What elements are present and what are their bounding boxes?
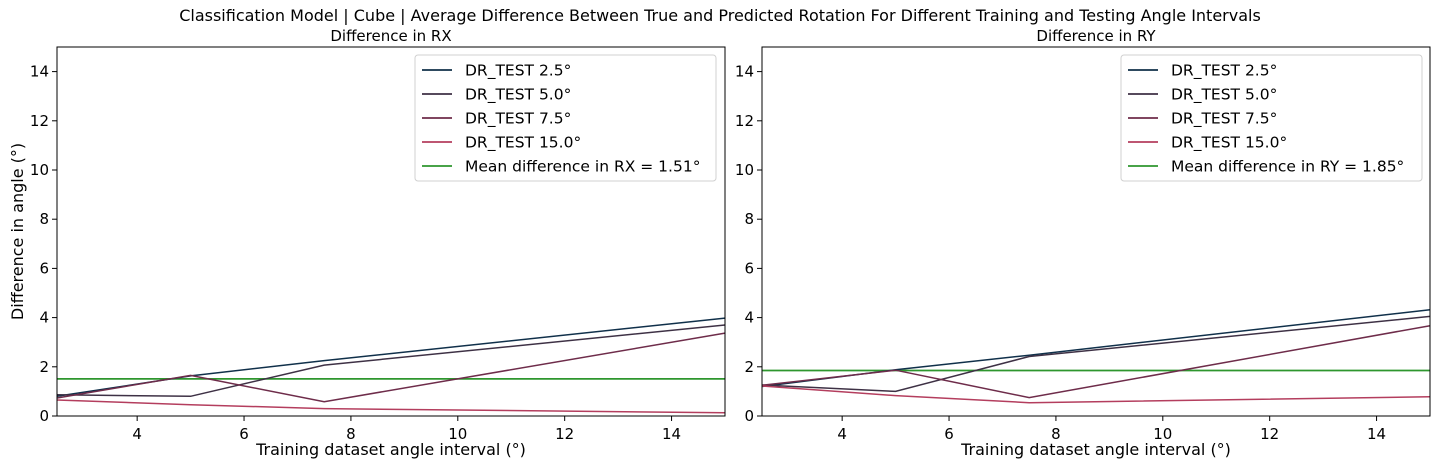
legend-box xyxy=(1120,54,1423,182)
series-line-4 xyxy=(56,399,726,414)
series-line-1 xyxy=(56,317,726,398)
y-tick-label: 8 xyxy=(744,210,754,228)
legend: DR_TEST 2.5° DR_TEST 5.0° DR_TEST 7.5° DR_T… xyxy=(1120,54,1423,182)
y-tick-label: 6 xyxy=(744,259,754,277)
legend: DR_TEST 2.5° DR_TEST 5.0° DR_TEST 7.5° DR_T… xyxy=(414,54,717,182)
legend-label-5: Mean difference in RX = 1.51° xyxy=(465,158,700,176)
chart-title: Difference in RX xyxy=(330,27,451,45)
x-tick-label: 6 xyxy=(944,425,954,443)
legend-label-1: DR_TEST 2.5° xyxy=(1171,62,1277,81)
series-line-4 xyxy=(761,385,1431,404)
legend-box xyxy=(414,54,717,182)
y-tick-label: 10 xyxy=(30,161,49,179)
series-line-3 xyxy=(761,324,1431,399)
legend-label-3: DR_TEST 7.5° xyxy=(465,110,571,129)
y-tick-label: 4 xyxy=(39,309,49,327)
series-line-2 xyxy=(56,324,726,398)
axes-frame xyxy=(761,46,1431,417)
legend-label-4: DR_TEST 15.0° xyxy=(1171,134,1287,153)
series-line-1 xyxy=(761,308,1431,388)
chart-panel-rx: Difference in RX 4 6 8 10 12 14 0 2 4 6 8 10 12 14 Trai… xyxy=(8,27,726,459)
y-tick-label: 0 xyxy=(744,407,754,425)
x-tick-label: 14 xyxy=(662,425,681,443)
x-tick-label: 8 xyxy=(1051,425,1061,443)
y-tick-label: 14 xyxy=(735,63,754,81)
x-tick-label: 4 xyxy=(132,425,142,443)
y-axis-label: Difference in angle (°) xyxy=(8,143,27,320)
series-line-3 xyxy=(56,332,726,403)
x-tick-label: 8 xyxy=(346,425,356,443)
legend-label-1: DR_TEST 2.5° xyxy=(465,62,571,81)
y-tick-label: 4 xyxy=(744,309,754,327)
x-axis-label: Training dataset angle interval (°) xyxy=(960,440,1231,459)
series-line-2 xyxy=(761,315,1431,393)
y-tick-label: 2 xyxy=(39,358,49,376)
x-tick-label: 10 xyxy=(448,425,467,443)
y-tick-label: 6 xyxy=(39,259,49,277)
legend-label-2: DR_TEST 5.0° xyxy=(465,86,571,105)
axes-frame xyxy=(56,46,726,417)
x-axis-label: Training dataset angle interval (°) xyxy=(255,440,526,459)
x-tick-label: 4 xyxy=(837,425,847,443)
figure-suptitle: Classification Model | Cube | Average Di… xyxy=(179,6,1261,25)
legend-label-3: DR_TEST 7.5° xyxy=(1171,110,1277,129)
chart-panel-ry: Difference in RY 4 6 8 10 12 14 0 2 4 6 8 10 12 14 Trai… xyxy=(735,27,1431,459)
x-tick-label: 12 xyxy=(1260,425,1279,443)
legend-label-5: Mean difference in RY = 1.85° xyxy=(1171,158,1404,176)
x-tick-label: 10 xyxy=(1153,425,1172,443)
y-tick-label: 0 xyxy=(39,407,49,425)
x-tick-label: 12 xyxy=(555,425,574,443)
x-tick-label: 14 xyxy=(1367,425,1386,443)
y-tick-label: 12 xyxy=(735,112,754,130)
y-tick-label: 12 xyxy=(30,112,49,130)
chart-title: Difference in RY xyxy=(1036,27,1156,45)
legend-label-4: DR_TEST 15.0° xyxy=(465,134,581,153)
y-tick-label: 8 xyxy=(39,210,49,228)
y-tick-label: 10 xyxy=(735,161,754,179)
y-tick-label: 2 xyxy=(744,358,754,376)
x-tick-label: 6 xyxy=(239,425,249,443)
y-tick-label: 14 xyxy=(30,63,49,81)
legend-label-2: DR_TEST 5.0° xyxy=(1171,86,1277,105)
